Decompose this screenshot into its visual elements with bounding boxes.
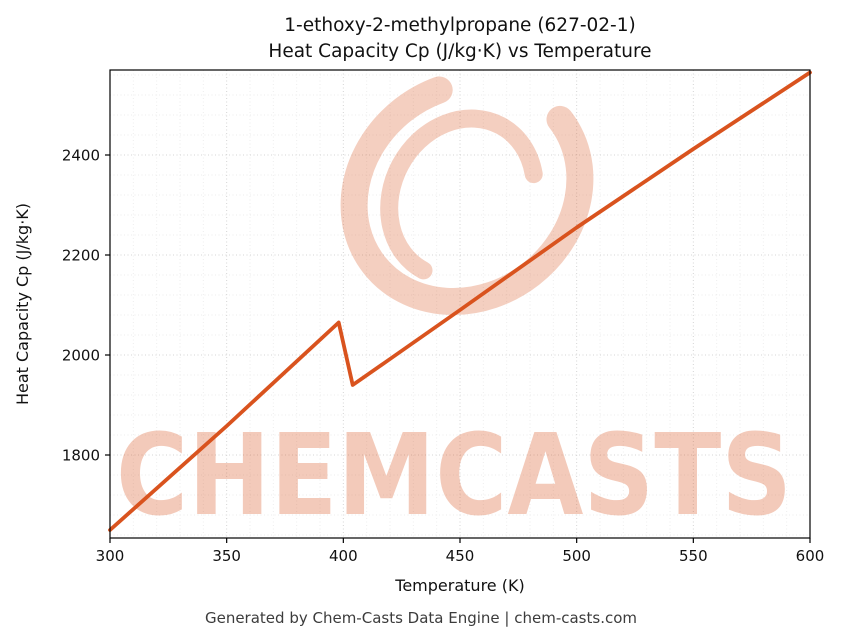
watermark-text: CHEMCASTS <box>116 411 792 541</box>
y-tick-label: 2000 <box>62 347 100 365</box>
x-tick-label: 400 <box>329 547 358 565</box>
footer-credit: Generated by Chem-Casts Data Engine | ch… <box>205 609 637 627</box>
x-tick-label: 550 <box>679 547 708 565</box>
y-axis-label: Heat Capacity Cp (J/kg·K) <box>13 203 32 405</box>
y-tick-label: 2200 <box>62 247 100 265</box>
series-line <box>108 70 812 532</box>
y-tick-label: 2400 <box>62 147 100 165</box>
watermark: CHEMCASTS <box>116 68 792 541</box>
watermark-swirl-icon <box>340 68 594 316</box>
x-tick-label: 500 <box>562 547 591 565</box>
x-axis-label: Temperature (K) <box>394 576 524 595</box>
grid-lines <box>109 70 811 538</box>
x-tick-label: 450 <box>446 547 475 565</box>
chart-title-line2: Heat Capacity Cp (J/kg·K) vs Temperature <box>268 41 651 62</box>
data-series <box>108 70 812 532</box>
axes: 300 350 400 450 500 550 600 1800 2000 2200 2400 <box>62 69 825 565</box>
x-tick-label: 300 <box>96 547 125 565</box>
x-tick-label: 350 <box>212 547 241 565</box>
y-tick-label: 1800 <box>62 447 100 465</box>
chart-title-line1: 1-ethoxy-2-methylpropane (627-02-1) <box>284 15 635 36</box>
x-tick-label: 600 <box>796 547 825 565</box>
